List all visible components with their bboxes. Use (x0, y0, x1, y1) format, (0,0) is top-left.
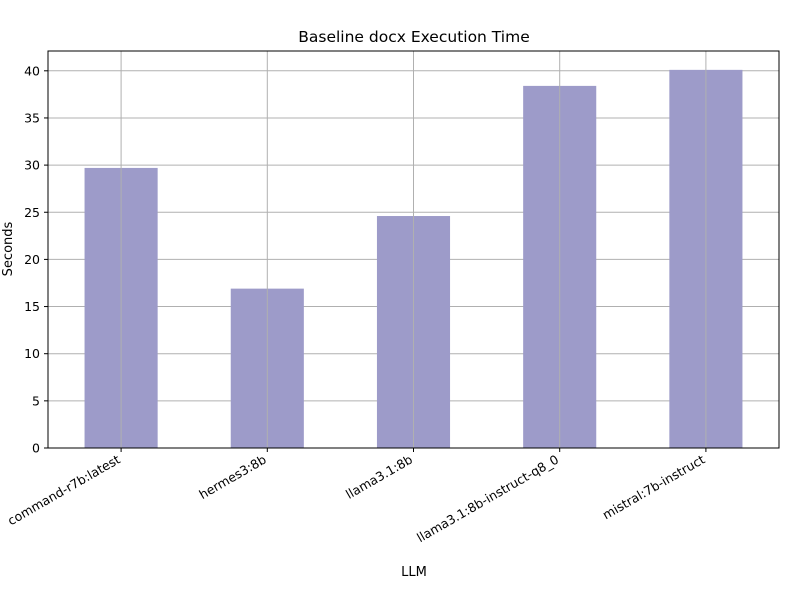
x-tick-label: command-r7b:latest (5, 452, 123, 529)
y-tick-label: 20 (24, 252, 40, 267)
y-tick-label: 0 (32, 441, 40, 456)
y-tick-label: 5 (32, 393, 40, 408)
y-tick-label: 10 (24, 346, 40, 361)
y-tick-label: 25 (24, 205, 40, 220)
y-tick-label: 40 (24, 63, 40, 78)
y-tick-label: 35 (24, 110, 40, 125)
x-grid-lines (120, 51, 707, 448)
x-axis-title: LLM (401, 565, 427, 580)
x-tick-label: hermes3:8b (196, 452, 268, 503)
y-axis-title: Seconds (1, 221, 16, 276)
y-tick-label: 30 (24, 158, 40, 173)
y-tick-label: 15 (24, 299, 40, 314)
x-tick-label: mistral:7b-instruct (600, 452, 708, 523)
chart-title: Baseline docx Execution Time (298, 28, 530, 46)
x-tick-label: llama3.1:8b (343, 452, 415, 502)
x-tick-label: llama3.1:8b-instruct-q8_0 (414, 452, 561, 546)
